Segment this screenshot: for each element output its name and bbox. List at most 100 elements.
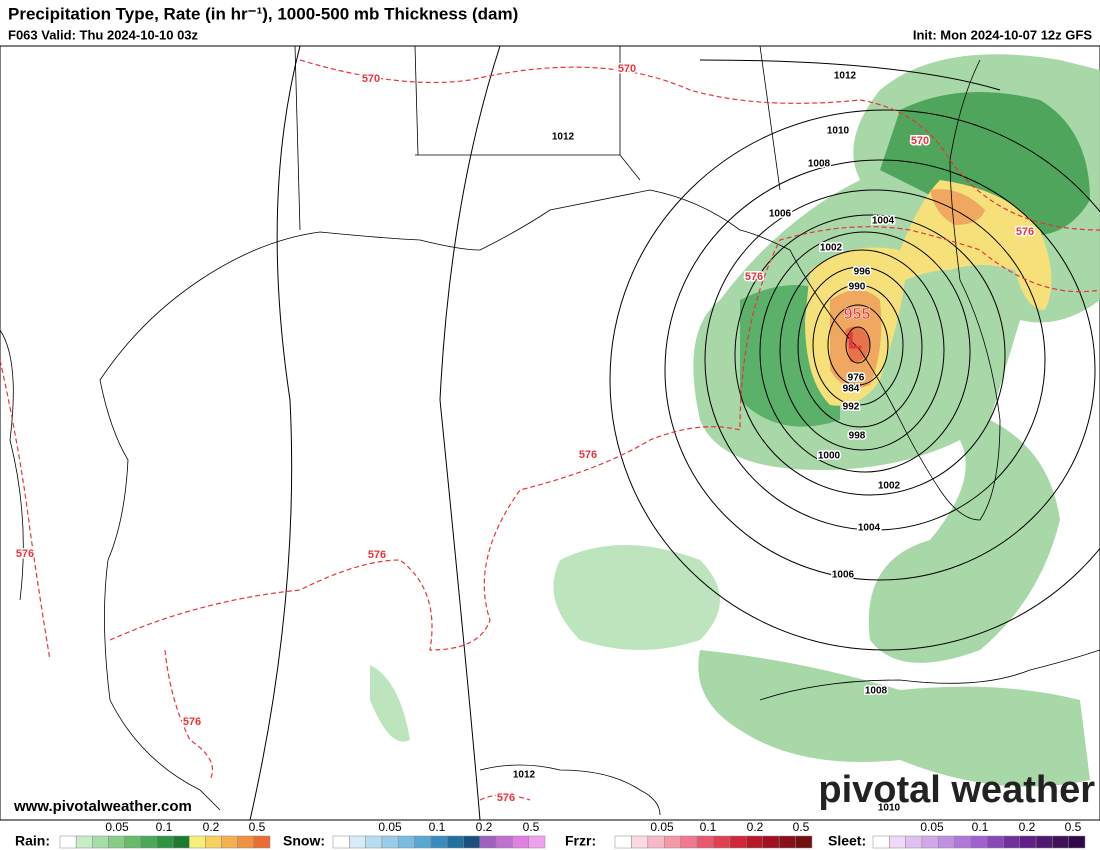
legend-swatch <box>512 835 529 849</box>
legend-swatch <box>795 835 813 849</box>
isobar-label: 1008 <box>808 159 831 170</box>
isobar-label: 1008 <box>865 686 888 697</box>
legend-tick: 0.2 <box>747 820 764 834</box>
legend-swatch <box>905 835 923 849</box>
isobar-label: 984 <box>843 384 860 395</box>
isobar-label: 1002 <box>878 481 901 492</box>
isobar-label: 1002 <box>820 243 843 254</box>
map: 1012 1012 1010 1008 1006 1004 1002 996 990 976984… <box>0 45 1100 821</box>
isobar-label: 1012 <box>834 71 857 82</box>
legend-swatch <box>495 835 513 849</box>
legend-tick: 0.05 <box>920 820 944 834</box>
isobars <box>249 45 1100 821</box>
isobar-label: 1010 <box>827 126 850 137</box>
legend-name: Snow: <box>283 833 325 849</box>
legend-swatch <box>188 835 206 849</box>
thickness-label: 576 <box>579 449 597 461</box>
legend-tick: 0.05 <box>650 820 674 834</box>
legend-swatch <box>365 835 383 849</box>
coastlines <box>0 45 1100 816</box>
isobar-label: 976 <box>848 373 865 384</box>
legend-swatch <box>921 835 939 849</box>
legend-swatch <box>1052 835 1069 849</box>
legend: Rain: 0.05 0.1 0.2 0.5 Snow: 0.05 0.1 0.2 0.5 Frzr… <box>15 820 1086 849</box>
isobar-label: 1006 <box>832 570 855 581</box>
legend-swatch <box>680 835 698 849</box>
legend-swatch <box>253 835 271 849</box>
legend-swatch <box>156 835 174 849</box>
legend-name: Rain: <box>15 833 50 849</box>
legend-swatch <box>59 835 77 849</box>
legend-tick: 0.2 <box>476 820 493 834</box>
legend-swatch <box>479 835 497 849</box>
thickness-label: 570 <box>618 63 636 75</box>
legend-swatch <box>614 835 632 849</box>
legend-tick: 0.1 <box>429 820 446 834</box>
isobar-label: 1012 <box>513 770 536 781</box>
thickness-label: 576 <box>183 716 201 728</box>
legend-swatch <box>446 835 464 849</box>
legend-swatch <box>631 835 649 849</box>
legend-swatch <box>381 835 399 849</box>
legend-swatch <box>1003 835 1021 849</box>
legend-tick: 0.5 <box>523 820 540 834</box>
map-labels: 1012 1012 1010 1008 1006 1004 1002 996 990 976984… <box>14 61 1035 815</box>
legend-swatch <box>108 835 125 849</box>
website: www.pivotalweather.com <box>13 798 192 815</box>
low-pressure: 955 <box>844 306 871 323</box>
legend-swatch <box>430 835 448 849</box>
legend-swatch <box>140 835 158 849</box>
legend-swatch <box>1068 835 1086 849</box>
valid-time: F063 Valid: Thu 2024-10-10 03z <box>8 27 199 42</box>
legend-tick: 0.1 <box>700 820 717 834</box>
legend-tick: 0.5 <box>793 820 810 834</box>
legend-swatch <box>986 835 1004 849</box>
legend-swatch <box>954 835 972 849</box>
isobar-label: 1006 <box>769 209 792 220</box>
legend-swatch <box>713 835 731 849</box>
low-symbol: L <box>848 327 863 354</box>
legend-swatch <box>762 835 780 849</box>
legend-swatch <box>397 835 415 849</box>
legend-tick: 0.5 <box>249 820 266 834</box>
legend-swatch <box>1019 835 1037 849</box>
legend-tick: 0.5 <box>1065 820 1082 834</box>
title: Precipitation Type, Rate (in hr⁻¹), 1000… <box>8 4 518 23</box>
legend-swatch <box>1035 835 1053 849</box>
isobar-label: 1000 <box>818 451 841 462</box>
isobar-label: 1012 <box>552 132 575 143</box>
legend-tick: 0.2 <box>203 820 220 834</box>
legend-swatch <box>647 835 665 849</box>
logo: pivotal weather <box>818 769 1095 811</box>
init-time: Init: Mon 2024-10-07 12z GFS <box>913 27 1092 42</box>
legend-swatch <box>778 835 796 849</box>
legend-swatch <box>237 835 255 849</box>
legend-swatch <box>970 835 988 849</box>
thickness-label: 576 <box>368 549 386 561</box>
legend-tick: 0.05 <box>378 820 402 834</box>
isobar-label: 996 <box>854 267 871 278</box>
isobar-label: 1010 <box>878 803 901 814</box>
thickness-lines <box>0 59 1100 801</box>
legend-name: Frzr: <box>565 833 596 849</box>
isobar-label: 990 <box>849 282 866 293</box>
legend-swatch <box>696 835 714 849</box>
thickness-label: 570 <box>911 135 929 147</box>
legend-swatch <box>349 835 366 849</box>
legend-swatch <box>746 835 763 849</box>
thickness-label: 576 <box>1016 226 1034 238</box>
legend-swatch <box>664 835 681 849</box>
legend-swatch <box>889 835 906 849</box>
legend-tick: 0.1 <box>972 820 989 834</box>
legend-swatch <box>463 835 481 849</box>
thickness-label: 576 <box>745 271 763 283</box>
legend-tick: 0.1 <box>156 820 173 834</box>
legend-swatch <box>92 835 109 849</box>
legend-tick: 0.05 <box>105 820 129 834</box>
thickness-label: 576 <box>16 548 34 560</box>
legend-swatch <box>75 835 93 849</box>
legend-swatch <box>729 835 747 849</box>
isobar-label: 1004 <box>872 216 895 227</box>
isobar-label: 998 <box>849 431 866 442</box>
legend-swatch <box>221 835 238 849</box>
